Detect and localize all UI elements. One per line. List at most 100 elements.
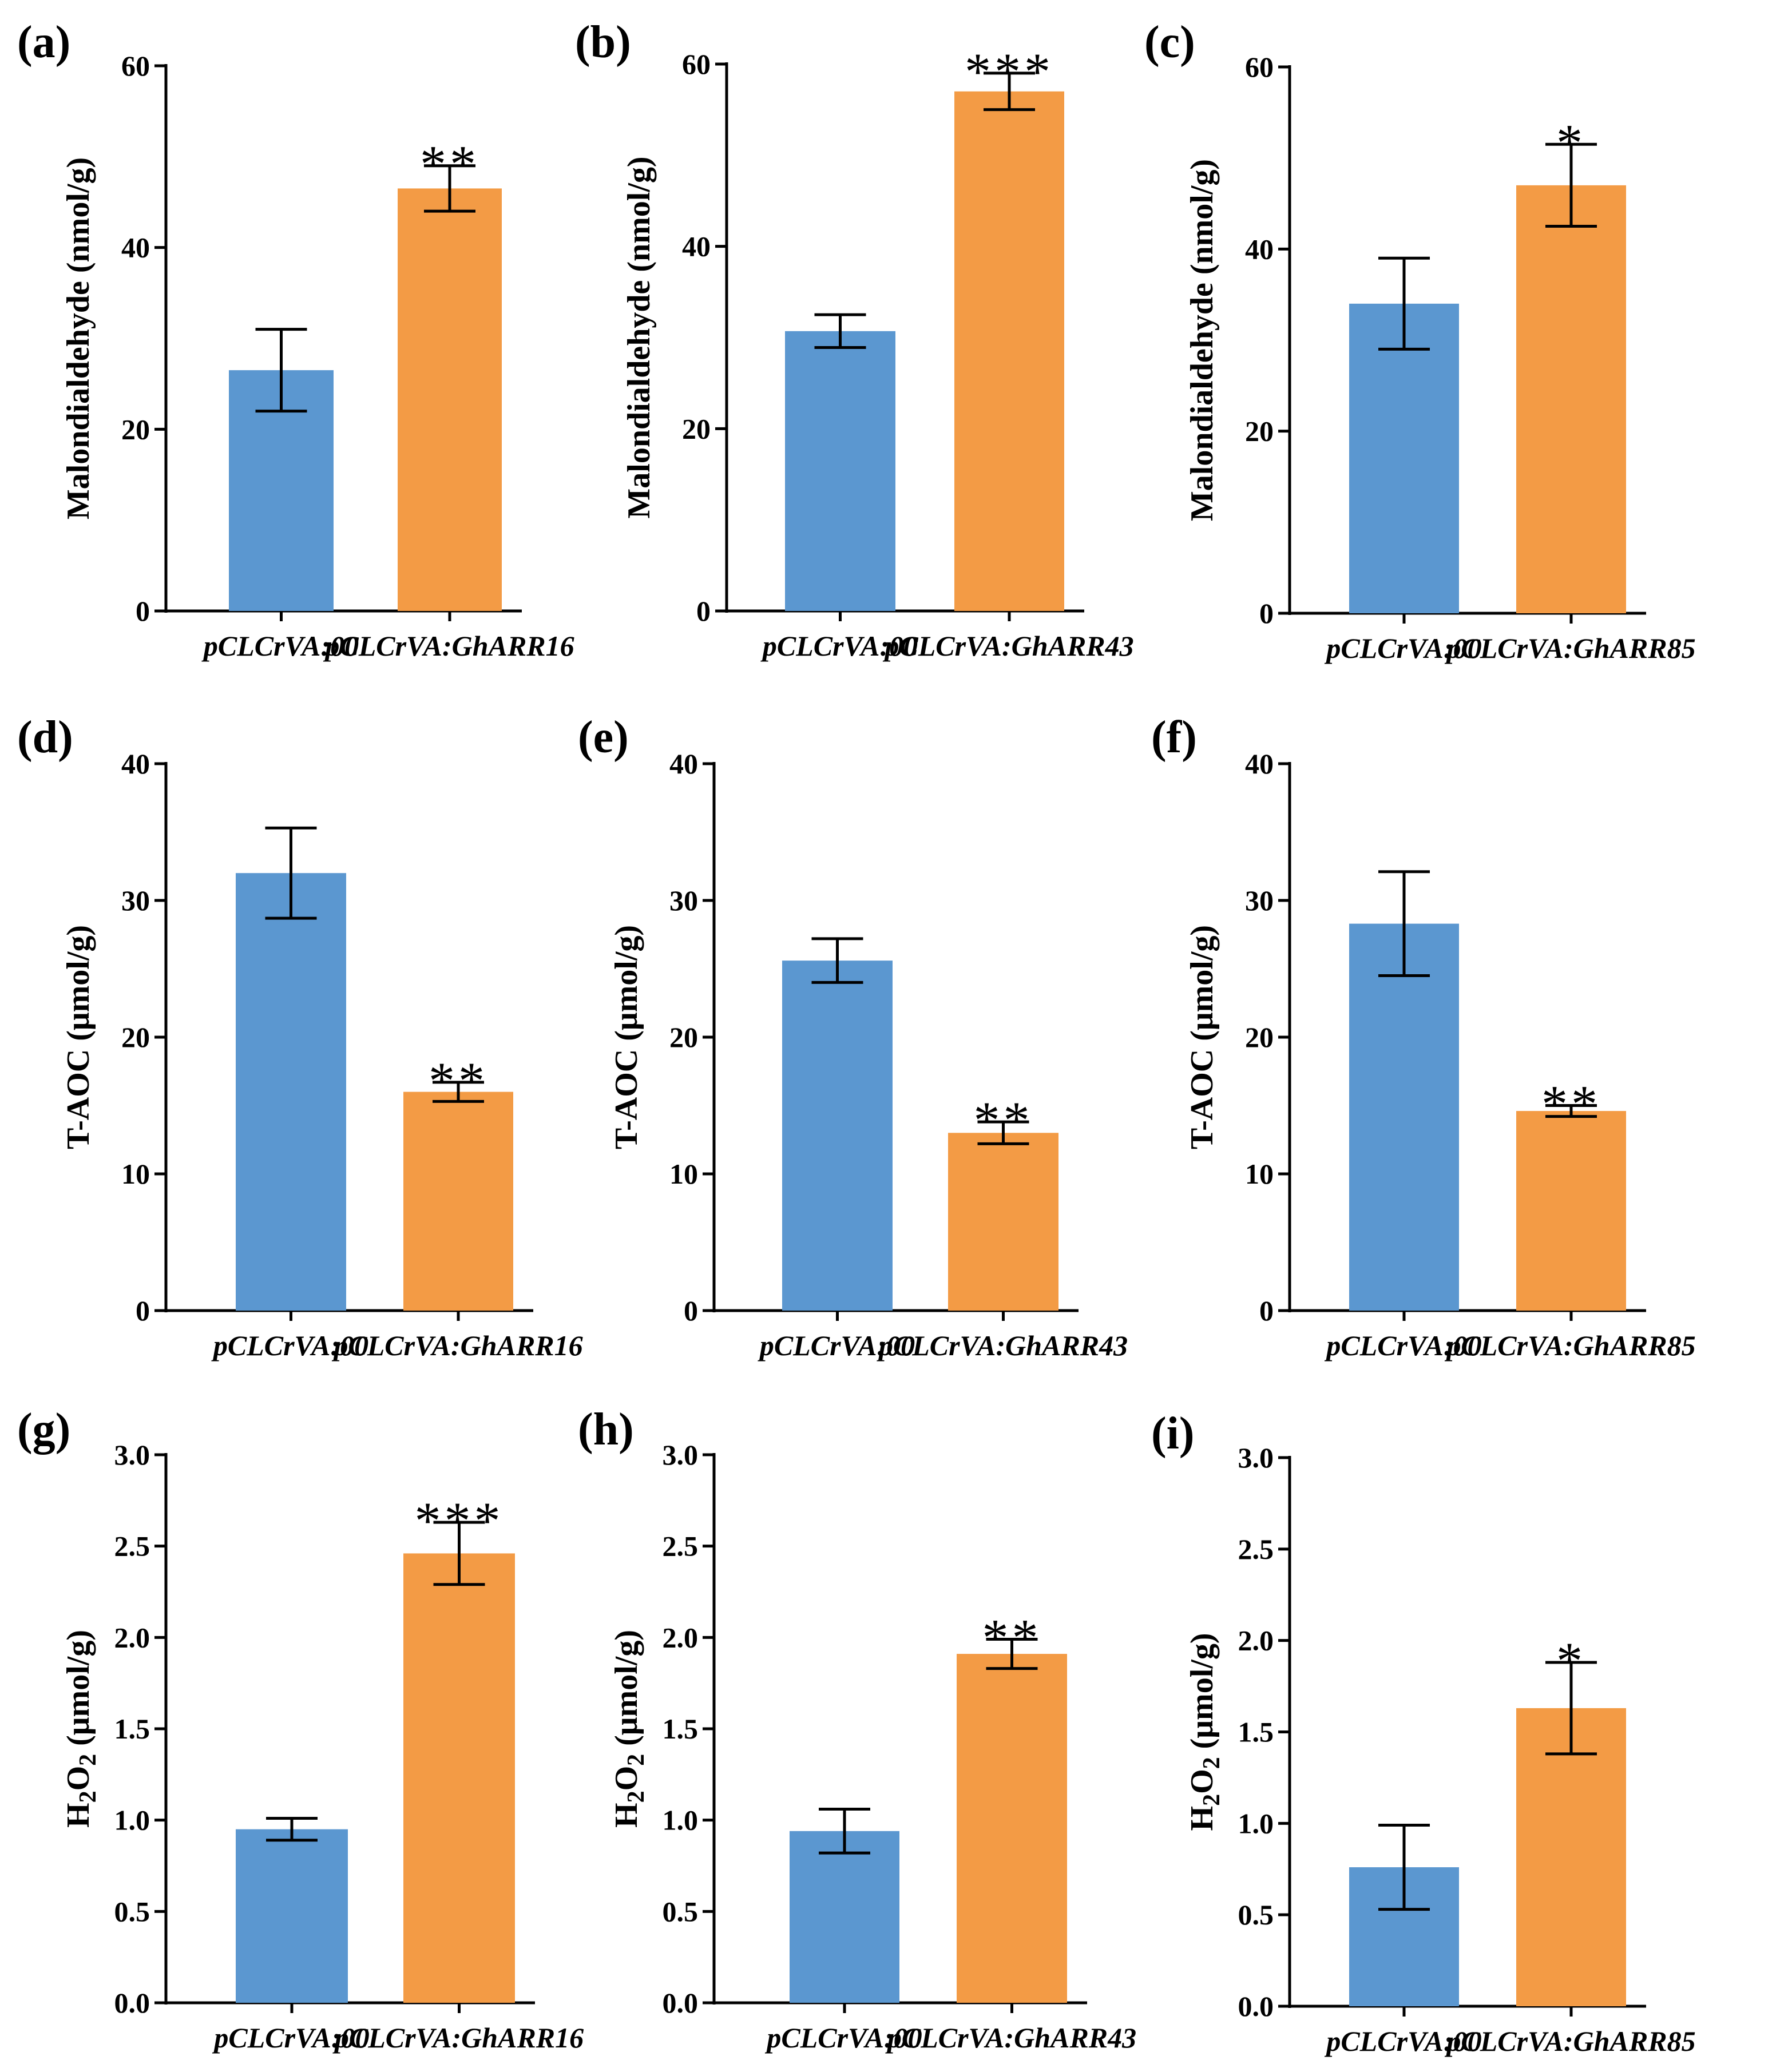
category-label: pCLCrVA:00 (201, 630, 359, 662)
bar (1516, 185, 1626, 614)
y-tick-label: 1.0 (1238, 1807, 1274, 1839)
significance-mark: ** (1541, 1075, 1601, 1133)
significance-mark: ** (974, 1091, 1033, 1149)
y-tick-label: 0.0 (1238, 1990, 1274, 2022)
panel-label: (a) (17, 17, 70, 68)
y-tick-label: 3.0 (114, 1439, 150, 1471)
y-axis-label: H2O2 (μmol/g) (61, 1630, 101, 1828)
bar (1349, 923, 1459, 1311)
y-tick-label: 60 (1245, 51, 1274, 83)
y-tick-label: 0.5 (1238, 1899, 1274, 1931)
y-tick-label: 2.0 (1238, 1625, 1274, 1657)
bar (398, 188, 502, 611)
y-tick-label: 40 (669, 748, 698, 780)
y-tick-label: 3.0 (663, 1439, 699, 1471)
panel-label: (f) (1151, 712, 1197, 763)
y-tick-label: 60 (682, 48, 711, 80)
bar (1516, 1708, 1626, 2006)
category-label: pCLCrVA:00 (1324, 2025, 1481, 2057)
bar (236, 1829, 348, 2003)
y-tick-label: 20 (669, 1021, 698, 1053)
category-label: pCLCrVA:GhARR16 (331, 1329, 582, 1362)
significance-mark: ** (420, 135, 479, 193)
y-axis-label: T-AOC (μmol/g) (609, 925, 644, 1149)
category-label: pCLCrVA:00 (1324, 632, 1481, 664)
y-axis-label: T-AOC (μmol/g) (1184, 925, 1220, 1149)
bar (1516, 1111, 1626, 1311)
y-tick-label: 2.5 (1238, 1533, 1274, 1565)
y-tick-label: 2.0 (663, 1621, 699, 1653)
significance-mark: * (1556, 1632, 1586, 1690)
panel-label: (c) (1144, 17, 1195, 68)
y-axis-label: T-AOC (μmol/g) (61, 925, 96, 1149)
y-tick-label: 30 (121, 884, 150, 916)
y-tick-label: 0 (136, 1295, 150, 1327)
y-tick-label: 0 (696, 595, 711, 627)
bar (782, 960, 893, 1311)
category-label: pCLCrVA:GhARR43 (882, 630, 1133, 662)
y-tick-label: 1.0 (663, 1804, 699, 1836)
significance-mark: ** (429, 1051, 488, 1110)
y-tick-label: 1.5 (663, 1713, 699, 1745)
category-label: pCLCrVA:GhARR85 (1444, 632, 1695, 664)
y-tick-label: 0 (136, 595, 150, 627)
y-tick-label: 0 (1259, 1295, 1274, 1327)
bar (790, 1831, 899, 2003)
y-tick-label: 0 (684, 1295, 698, 1327)
bar (236, 873, 346, 1311)
y-tick-label: 2.5 (663, 1530, 699, 1562)
significance-mark: *** (415, 1491, 504, 1550)
y-tick-label: 20 (682, 412, 711, 444)
panel-label: (h) (578, 1404, 634, 1455)
y-tick-label: 40 (1245, 233, 1274, 265)
y-tick-label: 0 (1259, 597, 1274, 629)
category-label: pCLCrVA:00 (211, 1329, 368, 1362)
category-label: pCLCrVA:GhARR43 (885, 2022, 1136, 2054)
category-label: pCLCrVA:00 (1324, 1329, 1481, 1362)
y-tick-label: 1.5 (1238, 1716, 1274, 1748)
panel-label: (i) (1151, 1408, 1195, 1459)
bar (948, 1133, 1058, 1311)
y-tick-label: 2.0 (114, 1621, 150, 1653)
panel-label: (d) (17, 712, 73, 763)
y-axis-label: H2O2 (μmol/g) (609, 1630, 649, 1828)
bar (1349, 303, 1459, 613)
y-tick-label: 2.5 (114, 1530, 150, 1562)
panel-label: (e) (578, 712, 629, 763)
y-tick-label: 0.0 (663, 1987, 699, 2019)
bar (785, 331, 895, 611)
category-label: pCLCrVA:00 (760, 630, 918, 662)
y-tick-label: 40 (1245, 748, 1274, 780)
significance-mark: * (1556, 113, 1586, 172)
category-label: pCLCrVA:00 (764, 2022, 922, 2054)
y-axis-label: Malondialdehyde (nmol/g) (621, 156, 657, 518)
bar (957, 1654, 1067, 2003)
significance-mark: ** (982, 1609, 1042, 1667)
y-tick-label: 1.5 (114, 1713, 150, 1745)
category-label: pCLCrVA:GhARR43 (877, 1329, 1128, 1362)
y-tick-label: 20 (121, 1021, 150, 1053)
category-label: pCLCrVA:GhARR16 (323, 630, 574, 662)
category-label: pCLCrVA:GhARR85 (1444, 1329, 1695, 1362)
panel-label: (b) (575, 17, 631, 68)
y-tick-label: 10 (669, 1158, 698, 1190)
y-axis-label: Malondialdehyde (nmol/g) (1184, 159, 1220, 521)
y-tick-label: 0.5 (663, 1895, 699, 1927)
y-tick-label: 40 (121, 232, 150, 264)
category-label: pCLCrVA:00 (212, 2022, 369, 2054)
category-label: pCLCrVA:GhARR16 (332, 2022, 584, 2054)
bar (403, 1091, 513, 1311)
y-tick-label: 30 (1245, 884, 1274, 916)
y-tick-label: 40 (121, 748, 150, 780)
bar (954, 91, 1064, 612)
bar (403, 1553, 515, 2003)
y-tick-label: 20 (1245, 1021, 1274, 1053)
y-tick-label: 0.5 (114, 1895, 150, 1927)
y-tick-label: 40 (682, 231, 711, 263)
y-tick-label: 20 (1245, 415, 1274, 447)
y-tick-label: 0.0 (114, 1987, 150, 2019)
y-axis-label: Malondialdehyde (nmol/g) (61, 157, 96, 519)
y-tick-label: 1.0 (114, 1804, 150, 1836)
y-tick-label: 60 (121, 50, 150, 82)
